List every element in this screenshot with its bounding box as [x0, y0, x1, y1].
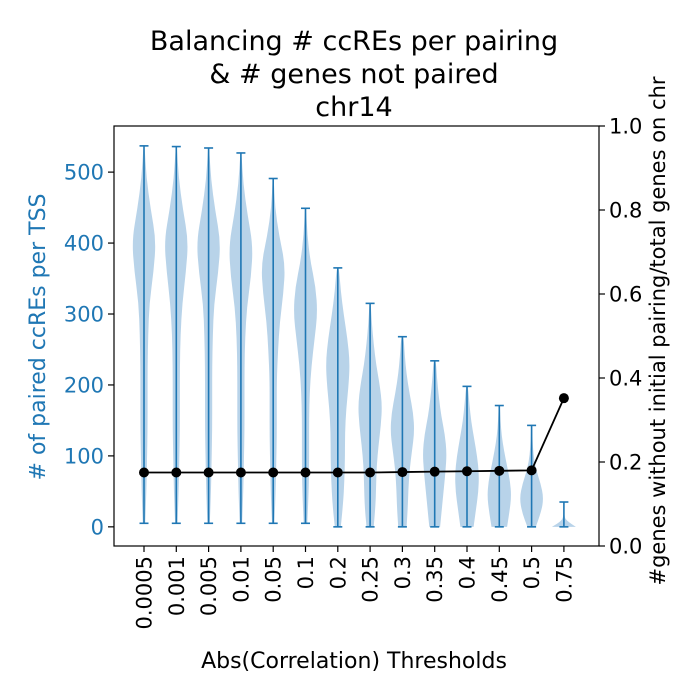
line-point-0.1: [300, 467, 311, 478]
x-tick-label: 0.4: [456, 556, 480, 589]
line-point-0.45: [494, 465, 505, 476]
x-tick-label: 0.1: [294, 556, 318, 589]
line-series-layer: [139, 393, 569, 478]
violin-0.2: [326, 267, 350, 528]
right-tick-label: 1.0: [609, 115, 642, 139]
line-point-0.01: [235, 467, 246, 478]
left-tick-label: 300: [64, 303, 104, 327]
violin-0.005: [197, 147, 220, 525]
plot-frame: [113, 125, 600, 547]
violin-0.4: [455, 385, 479, 528]
line-point-0.3: [397, 467, 408, 478]
line-point-0.75: [558, 393, 569, 404]
x-tick-label: 0.5: [520, 556, 544, 589]
right-tick-label: 0.6: [609, 283, 642, 307]
x-tick-label: 0.35: [423, 556, 447, 603]
violin-0.25: [358, 302, 382, 528]
title-line: & # genes not paired: [209, 59, 498, 90]
x-tick-label: 0.005: [197, 556, 221, 616]
line-point-0.005: [203, 467, 214, 478]
right-tick-label: 0.4: [609, 367, 642, 391]
x-axis: 0.0005 0.001 0.005 0.01 0.05 0.1 0.2 0.25 0.3 0.3…: [133, 546, 576, 629]
violin-0.5: [520, 424, 543, 528]
chart-title: Balancing # ccREs per pairing& # genes n…: [150, 26, 558, 123]
violin-0.75: [551, 501, 576, 528]
x-tick-label: 0.45: [488, 556, 512, 603]
x-tick-label: 0.2: [326, 556, 350, 589]
violin-0.001: [165, 145, 188, 525]
violin-0.35: [423, 360, 447, 528]
right-y-axis: 0.0 0.2 0.4 0.6 0.8 1.0: [599, 115, 642, 559]
title-line: Balancing # ccREs per pairing: [150, 26, 558, 57]
line-point-0.0005: [139, 467, 149, 478]
line-point-0.05: [268, 467, 279, 478]
right-tick-label: 0.2: [609, 451, 642, 475]
left-tick-label: 500: [64, 161, 104, 185]
left-y-axis: 0 100 200 300 400 500: [64, 161, 114, 539]
line-point-0.5: [526, 465, 537, 476]
line-point-0.25: [365, 467, 376, 478]
left-tick-label: 100: [64, 444, 104, 468]
left-tick-label: 400: [64, 232, 104, 256]
right-y-axis-label: #genes without initial pairing/total gen…: [646, 76, 670, 585]
x-axis-label: Abs(Correlation) Thresholds: [201, 649, 507, 674]
title-line: chr14: [315, 92, 392, 123]
violin-0.05: [261, 177, 285, 525]
x-tick-label: 0.01: [229, 556, 253, 603]
left-tick-label: 200: [64, 373, 104, 397]
line-series: [144, 397, 565, 474]
line-point-0.2: [332, 467, 343, 478]
violin-0.3: [390, 335, 414, 528]
violin-0.0005: [132, 145, 156, 525]
line-point-0.4: [462, 466, 472, 477]
x-tick-label: 0.001: [165, 556, 189, 616]
right-tick-label: 0.0: [609, 535, 642, 559]
x-tick-label: 0.05: [262, 556, 286, 603]
right-tick-label: 0.8: [609, 199, 642, 223]
x-tick-label: 0.25: [359, 556, 383, 603]
line-point-0.001: [171, 467, 182, 478]
left-tick-label: 0: [91, 515, 104, 539]
violin-0.01: [229, 152, 253, 525]
x-tick-label: 0.3: [391, 556, 415, 589]
x-tick-label: 0.75: [552, 556, 576, 603]
x-tick-label: 0.0005: [133, 556, 157, 629]
violins-layer: [132, 145, 576, 528]
left-y-axis-label: # of paired ccREs per TSS: [26, 194, 51, 481]
line-point-0.35: [429, 466, 440, 477]
